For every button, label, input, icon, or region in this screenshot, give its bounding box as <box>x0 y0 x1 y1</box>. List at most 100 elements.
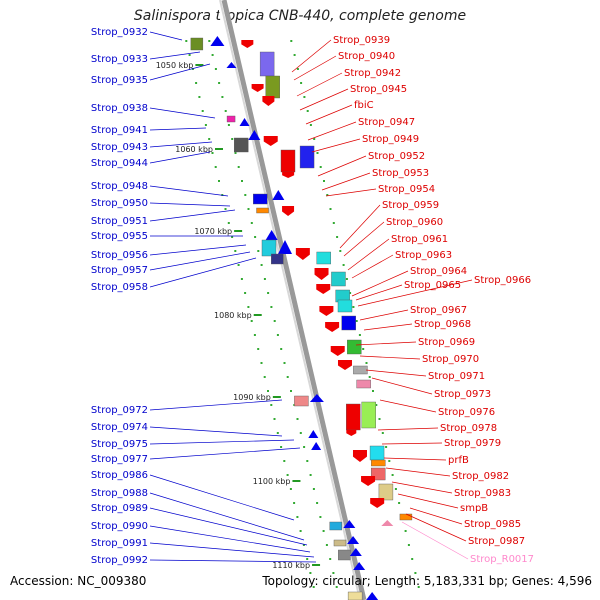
track-dot <box>231 138 234 140</box>
gene-label-strop_0941[interactable]: Strop_0941 <box>91 125 148 136</box>
track-dot <box>316 152 319 154</box>
track-dot <box>276 432 279 434</box>
gene-label-strop_0953[interactable]: Strop_0953 <box>372 168 429 179</box>
gene-label-strop_0977[interactable]: Strop_0977 <box>91 454 148 465</box>
scale-label: 1070 kbp <box>194 227 232 236</box>
gene-label-strop_0965[interactable]: Strop_0965 <box>404 280 461 291</box>
track-dot <box>267 292 270 294</box>
gene-label-strop_0969[interactable]: Strop_0969 <box>418 337 475 348</box>
gene-label-strop_0944[interactable]: Strop_0944 <box>91 158 148 169</box>
gene-label-smpb[interactable]: smpB <box>460 503 488 514</box>
track-dot <box>240 278 243 280</box>
gene-label-strop_0945[interactable]: Strop_0945 <box>350 84 407 95</box>
track-dot <box>306 460 309 462</box>
leader-line <box>149 31 183 41</box>
gene-label-strop_0951[interactable]: Strop_0951 <box>91 216 148 227</box>
gene-label-strop_0947[interactable]: Strop_0947 <box>358 117 415 128</box>
gene-label-strop_0967[interactable]: Strop_0967 <box>410 305 467 316</box>
gene-label-strop_0990[interactable]: Strop_0990 <box>91 521 148 532</box>
gene-label-strop_0988[interactable]: Strop_0988 <box>91 488 148 499</box>
gene-label-strop_0966[interactable]: Strop_0966 <box>474 275 531 286</box>
track-dot <box>326 194 329 196</box>
gene-label-strop_0943[interactable]: Strop_0943 <box>91 142 148 153</box>
gene-label-strop_0974[interactable]: Strop_0974 <box>91 422 148 433</box>
gene-label-strop_0933[interactable]: Strop_0933 <box>91 54 148 65</box>
leader-line <box>379 399 437 413</box>
gene-label-strop_0956[interactable]: Strop_0956 <box>91 250 148 261</box>
track-dot <box>227 124 230 126</box>
track-dot <box>391 474 394 476</box>
gene-label-fbic[interactable]: fbiC <box>354 100 374 111</box>
gene-label-strop_0935[interactable]: Strop_0935 <box>91 75 148 86</box>
gene-label-strop_0970[interactable]: Strop_0970 <box>422 354 479 365</box>
gene-label-strop_0986[interactable]: Strop_0986 <box>91 470 148 481</box>
gene-block <box>356 379 371 389</box>
gene-label-strop_0991[interactable]: Strop_0991 <box>91 538 148 549</box>
gene-label-strop_0982[interactable]: Strop_0982 <box>452 471 509 482</box>
gene-label-strop_0948[interactable]: Strop_0948 <box>91 181 148 192</box>
gene-label-strop_0972[interactable]: Strop_0972 <box>91 405 148 416</box>
gene-label-strop_r0017[interactable]: Strop_R0017 <box>470 554 534 565</box>
track-dot <box>313 138 316 140</box>
track-dot <box>398 502 401 504</box>
gene-label-strop_0979[interactable]: Strop_0979 <box>444 438 501 449</box>
track-dot <box>332 222 335 224</box>
track-dot <box>254 236 257 238</box>
gene-label-strop_0959[interactable]: Strop_0959 <box>382 200 439 211</box>
gene-label-strop_0942[interactable]: Strop_0942 <box>344 68 401 79</box>
leader-line <box>321 172 371 191</box>
track-dot <box>339 250 342 252</box>
gene-label-strop_0938[interactable]: Strop_0938 <box>91 103 148 114</box>
gene-label-strop_0987[interactable]: Strop_0987 <box>468 536 525 547</box>
gene-label-strop_0973[interactable]: Strop_0973 <box>434 389 491 400</box>
scale-label: 1060 kbp <box>175 145 213 154</box>
track-dot <box>309 474 312 476</box>
gene-label-strop_0968[interactable]: Strop_0968 <box>414 319 471 330</box>
gene-label-strop_0954[interactable]: Strop_0954 <box>378 184 435 195</box>
gene-label-strop_0939[interactable]: Strop_0939 <box>333 35 390 46</box>
gene-arrow <box>272 190 285 200</box>
track-dot <box>296 68 299 70</box>
gene-label-strop_0960[interactable]: Strop_0960 <box>386 217 443 228</box>
leader-line <box>149 244 247 256</box>
track-dot <box>286 474 289 476</box>
gene-label-strop_0975[interactable]: Strop_0975 <box>91 439 148 450</box>
track-dot <box>388 460 391 462</box>
gene-label-strop_0955[interactable]: Strop_0955 <box>91 231 148 242</box>
gene-arrow <box>282 172 295 178</box>
leader-line <box>397 493 459 509</box>
leader-line <box>363 323 413 331</box>
gene-label-strop_0992[interactable]: Strop_0992 <box>91 555 148 566</box>
gene-label-strop_0949[interactable]: Strop_0949 <box>362 134 419 145</box>
gene-label-strop_0958[interactable]: Strop_0958 <box>91 282 148 293</box>
track-dot <box>303 96 306 98</box>
gene-block <box>337 299 353 313</box>
gene-label-strop_0961[interactable]: Strop_0961 <box>391 234 448 245</box>
gene-arrow <box>248 130 261 140</box>
gene-label-strop_0940[interactable]: Strop_0940 <box>338 51 395 62</box>
track-dot <box>250 222 253 224</box>
track-dot <box>283 362 286 364</box>
gene-label-strop_0932[interactable]: Strop_0932 <box>91 27 148 38</box>
leader-line <box>149 439 295 445</box>
track-dot <box>289 488 292 490</box>
gene-label-strop_0983[interactable]: Strop_0983 <box>454 488 511 499</box>
gene-label-strop_0952[interactable]: Strop_0952 <box>368 151 425 162</box>
gene-label-strop_0957[interactable]: Strop_0957 <box>91 265 148 276</box>
gene-label-strop_0978[interactable]: Strop_0978 <box>440 423 497 434</box>
gene-label-strop_0971[interactable]: Strop_0971 <box>428 371 485 382</box>
gene-arrow <box>366 592 379 600</box>
gene-label-strop_0964[interactable]: Strop_0964 <box>410 266 467 277</box>
gene-arrow <box>337 360 352 370</box>
gene-label-strop_0985[interactable]: Strop_0985 <box>464 519 521 530</box>
gene-label-strop_0963[interactable]: Strop_0963 <box>395 250 452 261</box>
gene-block <box>294 395 309 407</box>
track-dot <box>329 558 332 560</box>
gene-label-prfb[interactable]: prfB <box>448 455 469 466</box>
gene-label-strop_0989[interactable]: Strop_0989 <box>91 503 148 514</box>
gene-label-strop_0950[interactable]: Strop_0950 <box>91 198 148 209</box>
track-dot <box>407 544 410 546</box>
track-dot <box>211 152 214 154</box>
gene-arrow <box>314 268 329 280</box>
gene-label-strop_0976[interactable]: Strop_0976 <box>438 407 495 418</box>
